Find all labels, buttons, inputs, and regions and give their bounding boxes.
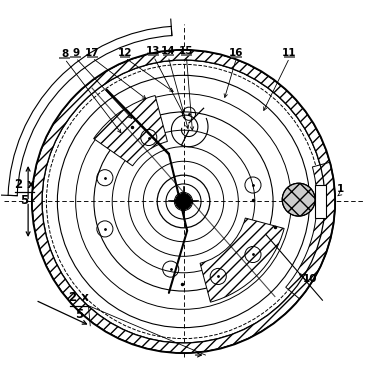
Text: 2 x: 2 x	[69, 291, 89, 304]
Text: 2 x: 2 x	[15, 178, 34, 191]
Wedge shape	[200, 218, 284, 302]
Text: 17: 17	[85, 48, 99, 58]
Text: 15: 15	[179, 46, 194, 56]
Text: 9: 9	[72, 48, 79, 58]
Wedge shape	[94, 96, 167, 166]
Wedge shape	[286, 162, 335, 299]
Text: 5: 5	[20, 194, 29, 207]
Text: 10: 10	[302, 274, 317, 284]
Text: 16: 16	[229, 48, 244, 58]
Circle shape	[282, 183, 315, 216]
Circle shape	[180, 198, 187, 205]
Text: 1: 1	[337, 184, 344, 194]
Text: 12: 12	[118, 48, 132, 58]
Text: 13: 13	[146, 46, 161, 56]
Text: 8: 8	[61, 49, 68, 59]
Polygon shape	[315, 185, 326, 218]
Text: 5: 5	[75, 307, 83, 321]
Text: 11: 11	[282, 48, 297, 58]
Text: 14: 14	[161, 46, 175, 56]
Circle shape	[175, 193, 192, 210]
